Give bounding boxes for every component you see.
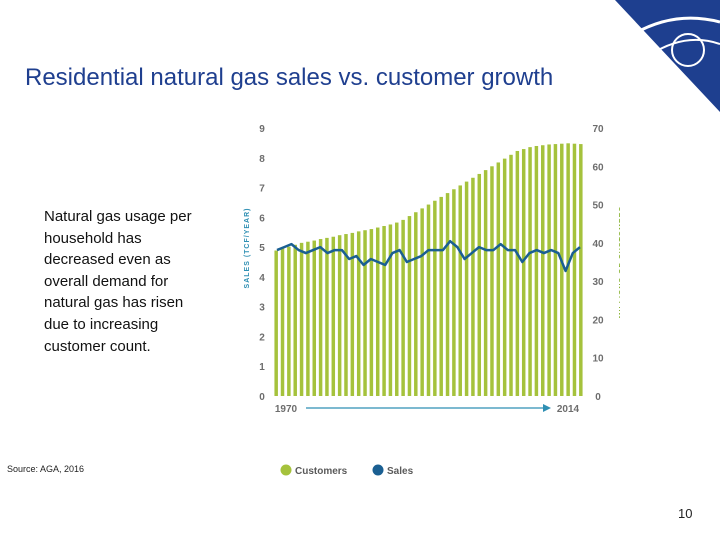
- y-tick-label: 7: [259, 184, 265, 195]
- customers-bar: [318, 239, 323, 396]
- y2-tick-label: 0: [595, 392, 601, 403]
- y2-tick-label: 20: [592, 315, 604, 326]
- customers-bar: [363, 230, 367, 396]
- customers-bar: [414, 212, 418, 396]
- customers-bar: [299, 242, 304, 396]
- customers-bar: [420, 208, 424, 396]
- customers-bar: [509, 154, 513, 396]
- y-tick-label: 5: [259, 243, 265, 254]
- y-tick-label: 1: [259, 362, 265, 373]
- y2-tick-label: 40: [592, 239, 604, 250]
- y2-tick-label: 10: [592, 354, 604, 365]
- customers-bar: [496, 162, 501, 396]
- corner-logo-graphic: [615, 0, 720, 112]
- right-axis-ticks: 0 10 20 30 40 50 60 70: [592, 124, 604, 403]
- source-note: Source: AGA, 2016: [7, 464, 85, 474]
- y2-tick-label: 70: [592, 124, 604, 135]
- y2-tick-label: 60: [592, 162, 604, 173]
- customers-bar: [572, 143, 577, 396]
- customers-bar: [579, 144, 583, 396]
- y2-axis-label: MILLIONS OF CUSTOMERS: [619, 206, 620, 319]
- customers-bar: [541, 145, 545, 396]
- customers-bar: [445, 193, 450, 396]
- customers-bar: [464, 181, 469, 396]
- y-tick-label: 8: [259, 154, 265, 165]
- customers-bar: [293, 244, 297, 396]
- customers-bar: [407, 216, 412, 396]
- y-tick-label: 9: [259, 124, 265, 135]
- customers-bar: [388, 224, 393, 396]
- customers-bar: [477, 173, 482, 396]
- slide-title: Residential natural gas sales vs. custom…: [25, 64, 554, 91]
- customers-bar: [433, 200, 437, 396]
- axis-labels: SALES (TCF/YEAR) MILLIONS OF CUSTOMERS: [244, 206, 620, 319]
- customers-bar: [274, 250, 278, 396]
- customers-bar: [534, 145, 539, 396]
- customers-bar: [344, 234, 348, 396]
- customers-bar: [521, 149, 526, 396]
- customers-bar: [483, 170, 488, 396]
- customers-bar: [312, 240, 316, 396]
- customers-bar: [528, 147, 532, 396]
- legend-marker: [280, 464, 292, 476]
- body-text: Natural gas usage per household has decr…: [44, 208, 192, 355]
- customers-bar: [566, 143, 570, 396]
- legend: Customers Sales: [280, 464, 414, 477]
- customers-bar: [382, 226, 386, 396]
- left-axis-ticks: 0 1 2 3 4 5 6 7 8 9: [259, 124, 265, 403]
- chart: 0 1 2 3 4 5 6 7 8 9 0 10 20 30 40 50 60 70 1970 2014 SALE…: [244, 124, 620, 477]
- customers-bar: [515, 150, 520, 396]
- customers-bar: [452, 189, 456, 396]
- customers-bar: [560, 143, 564, 396]
- page-number: 10: [678, 506, 693, 521]
- customers-bar: [553, 144, 558, 396]
- x-start-label: 1970: [275, 404, 298, 415]
- customers-bar: [369, 229, 374, 396]
- customers-bar: [325, 237, 329, 396]
- customers-bar: [287, 246, 291, 396]
- customers-bar: [547, 144, 551, 396]
- customers-bar: [375, 227, 380, 396]
- customers-bar: [458, 185, 462, 396]
- sales-line-group: [276, 239, 581, 273]
- customers-bar: [356, 231, 361, 396]
- customers-bar: [426, 204, 431, 396]
- customers-bar: [280, 248, 285, 396]
- x-end-label: 2014: [557, 404, 580, 415]
- legend-label: Customers: [295, 466, 348, 477]
- customers-bar: [471, 177, 475, 396]
- customers-bar: [439, 196, 443, 396]
- sales-line: [276, 239, 581, 273]
- y-tick-label: 4: [259, 273, 265, 284]
- y2-tick-label: 30: [592, 277, 604, 288]
- customers-bar: [395, 222, 399, 396]
- y-tick-label: 6: [259, 213, 265, 224]
- y-tick-label: 3: [259, 303, 265, 314]
- customers-bar: [331, 236, 336, 396]
- customers-bar: [490, 166, 494, 396]
- x-axis: 1970 2014: [275, 404, 580, 415]
- customers-bar: [502, 158, 507, 396]
- y2-tick-label: 50: [592, 201, 604, 212]
- y-tick-label: 0: [259, 392, 265, 403]
- y-axis-label: SALES (TCF/YEAR): [244, 208, 251, 289]
- customers-bar: [350, 232, 355, 396]
- customers-bar: [306, 241, 310, 396]
- y-tick-label: 2: [259, 332, 265, 343]
- legend-label: Sales: [387, 466, 414, 477]
- customers-bars: [274, 143, 583, 396]
- customers-bar: [337, 235, 342, 396]
- legend-marker: [372, 464, 384, 476]
- customers-bar: [401, 219, 405, 396]
- x-axis-arrowhead: [543, 404, 551, 412]
